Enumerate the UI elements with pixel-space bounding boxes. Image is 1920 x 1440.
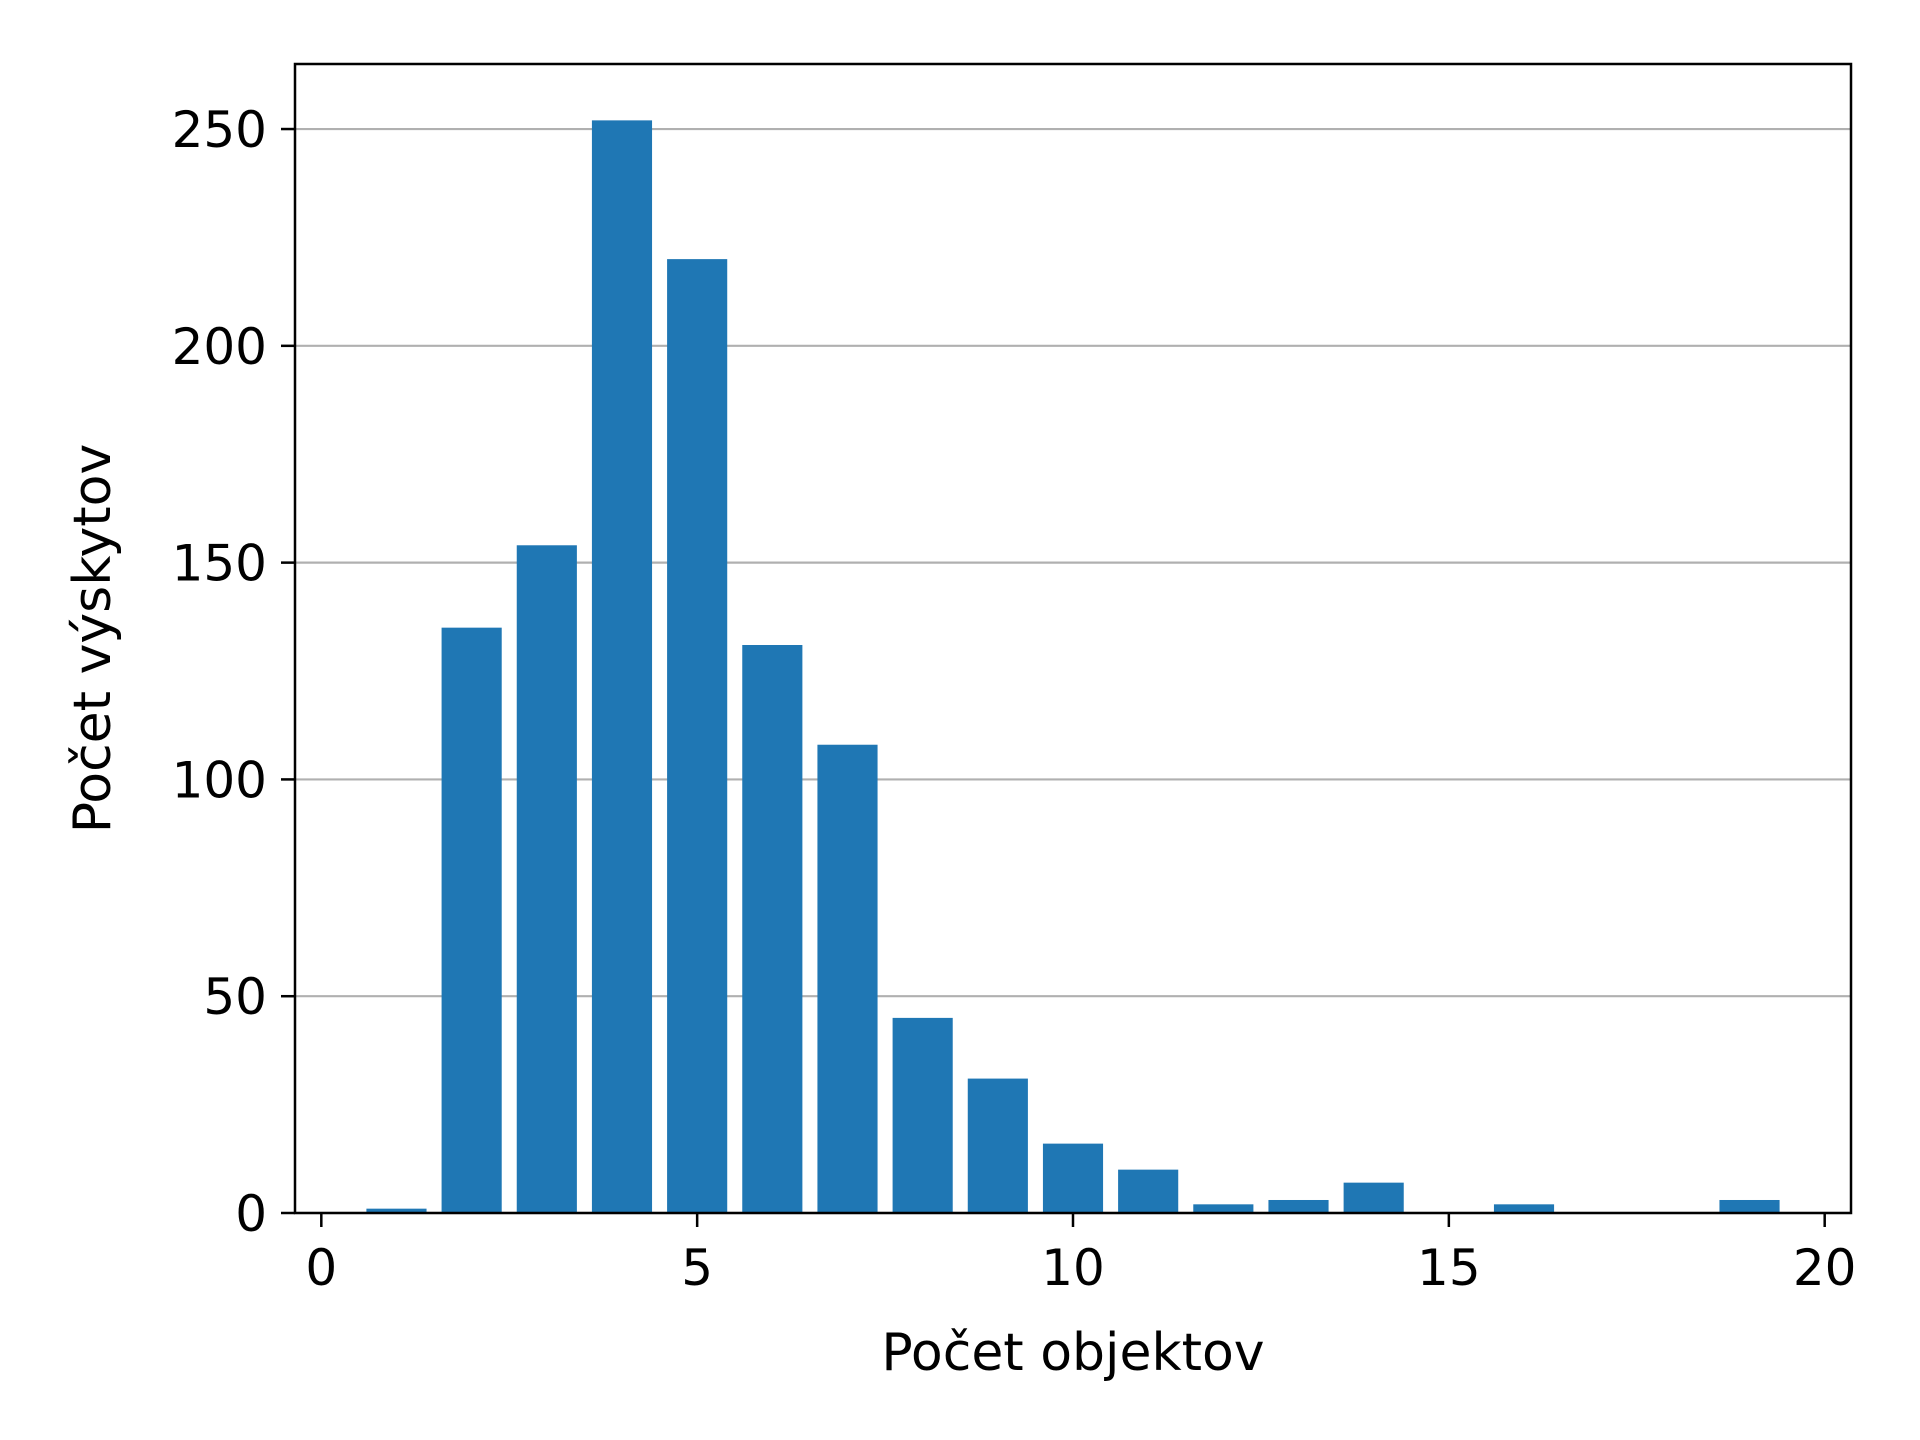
bar-9	[967, 1078, 1028, 1213]
y-tick-label-200: 200	[172, 318, 267, 376]
y-tick-label-100: 100	[172, 751, 267, 809]
bar-13	[1268, 1199, 1329, 1213]
bar-3	[516, 545, 577, 1213]
bar-19	[1719, 1199, 1780, 1213]
bar-7	[817, 744, 878, 1213]
y-axis-label: Počet výskytov	[63, 444, 123, 833]
bar-16	[1493, 1204, 1555, 1213]
y-tick-label-50: 50	[203, 968, 267, 1026]
x-axis-label: Počet objektov	[881, 1323, 1264, 1383]
y-tick-label-150: 150	[172, 535, 267, 593]
bar-10	[1042, 1143, 1104, 1213]
bar-5	[667, 259, 728, 1213]
bar-14	[1343, 1182, 1404, 1213]
x-tick-label-15: 15	[1417, 1239, 1481, 1297]
bars	[366, 120, 1780, 1213]
bar-1	[366, 1208, 427, 1213]
x-tick-label-0: 0	[305, 1239, 337, 1297]
y-tick-label-250: 250	[172, 101, 267, 159]
x-tick-label-5: 5	[681, 1239, 713, 1297]
bar-8	[892, 1017, 953, 1213]
bar-6	[742, 645, 803, 1213]
bar-4	[591, 120, 653, 1213]
x-tick-label-10: 10	[1041, 1239, 1105, 1297]
x-tick-label-20: 20	[1793, 1239, 1857, 1297]
bar-11	[1118, 1169, 1179, 1213]
bar-12	[1193, 1204, 1254, 1213]
y-tick-label-0: 0	[235, 1185, 267, 1243]
bar-2	[441, 627, 502, 1213]
